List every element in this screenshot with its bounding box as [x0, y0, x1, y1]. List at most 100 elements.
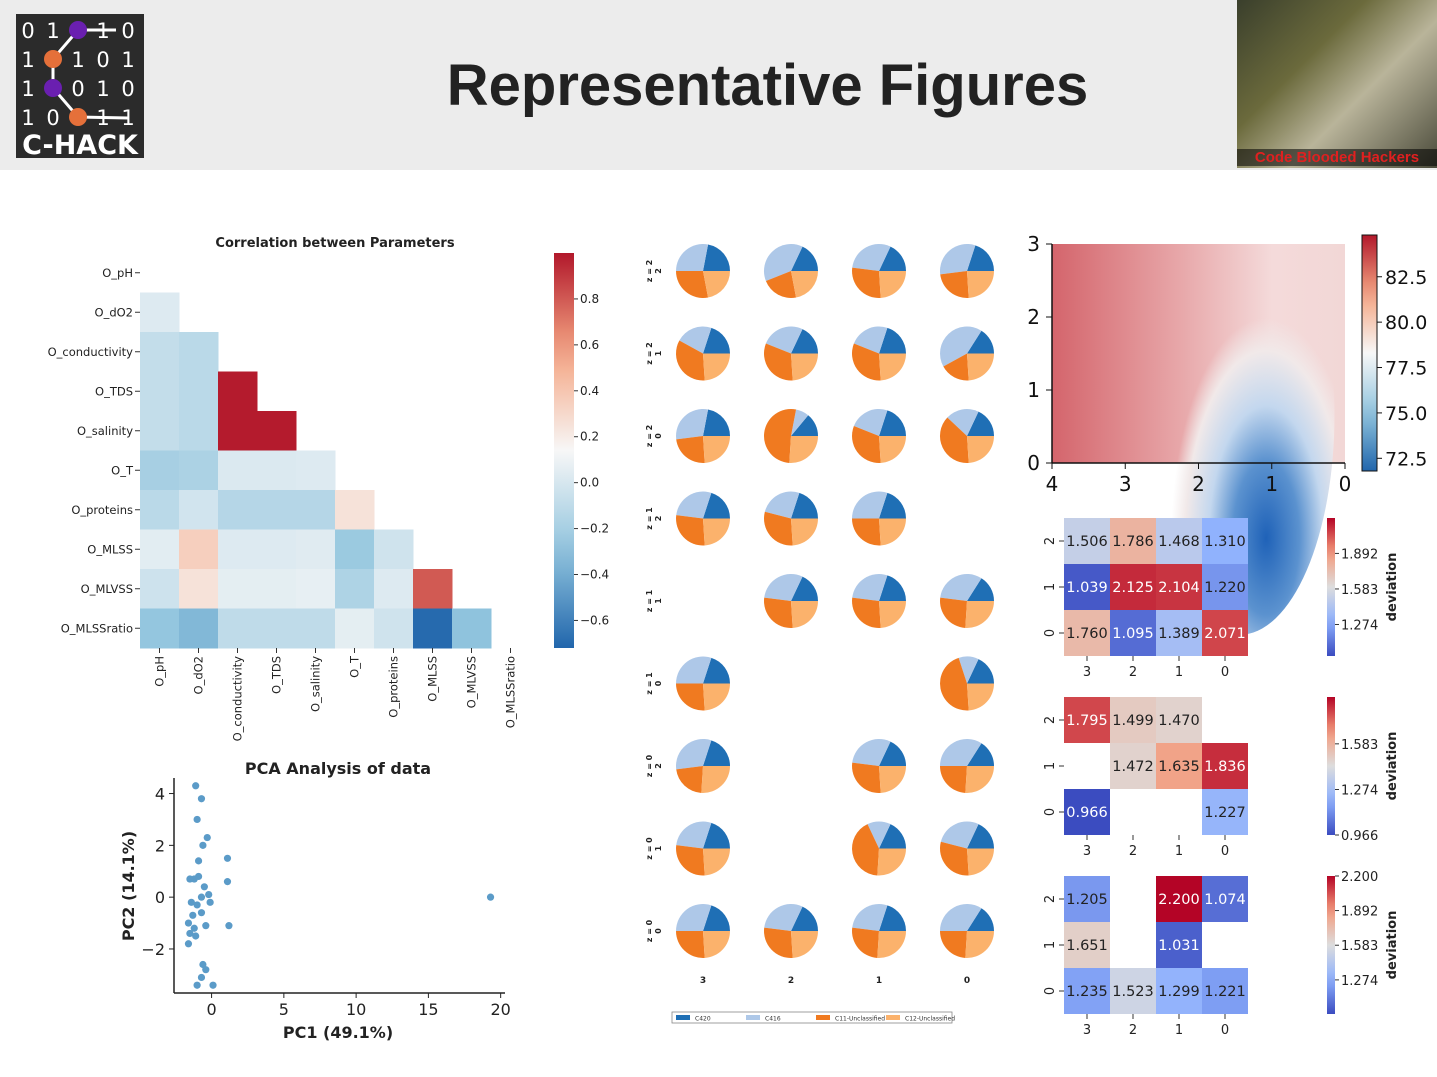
- deviation-cell: [1202, 610, 1248, 656]
- deviation-colorbar: [1327, 697, 1335, 835]
- deviation-colorbar-label: 2.200: [1341, 870, 1378, 885]
- deviation-cell-value: 0.966: [1066, 805, 1108, 821]
- pie-slice: [967, 271, 994, 298]
- corr-cell: [179, 490, 219, 530]
- pie-slice: [764, 927, 793, 958]
- deviation-cell: [1156, 876, 1202, 922]
- deviation-colorbar-label: 0.966: [1341, 829, 1378, 844]
- surface-ytick-label: 3: [1027, 232, 1040, 256]
- pca-point: [190, 924, 198, 932]
- pca-point: [225, 922, 233, 930]
- logo-bit: 1: [121, 106, 134, 130]
- surface-ytick-label: 0: [1027, 451, 1040, 475]
- pie-slice: [852, 927, 879, 958]
- pie-slice: [940, 738, 982, 766]
- surface-colorbar-label: 77.5: [1385, 358, 1427, 380]
- deviation-cell-value: 1.220: [1204, 580, 1246, 596]
- pca-point: [223, 878, 232, 886]
- pca-point: [197, 909, 206, 917]
- corr-colorbar-label: 0.0: [580, 476, 599, 490]
- corr-xtick-label: O_MLVSS: [465, 656, 479, 708]
- deviation-cell: [1202, 789, 1248, 835]
- pie-slice: [676, 340, 705, 381]
- deviation-xtick-label: 3: [1083, 844, 1091, 859]
- logo-node: [69, 108, 87, 126]
- pie-slice: [939, 657, 969, 711]
- surface-xtick-label: 1: [1265, 472, 1278, 496]
- deviation-cell-value: 1.074: [1204, 892, 1246, 908]
- pca-point: [202, 922, 210, 930]
- pie-row-label: 2: [654, 516, 663, 522]
- pie-slice: [703, 905, 730, 931]
- pie-slice: [764, 409, 797, 463]
- logo-bit: 0: [121, 19, 134, 43]
- deviation-cell-value: 1.470: [1158, 713, 1200, 729]
- deviation-cell: [1064, 789, 1110, 835]
- pca-point: [199, 960, 207, 969]
- corr-cell: [413, 608, 453, 649]
- corr-cell: [179, 411, 219, 451]
- deviation-cell-value: 1.468: [1158, 534, 1200, 550]
- deviation-cell: [1202, 743, 1248, 789]
- pie-slice: [879, 410, 906, 436]
- deviation-ytick-label: 0: [1043, 629, 1058, 637]
- corr-title: Correlation between Parameters: [215, 236, 454, 251]
- deviation-ytick-label: 2: [1043, 716, 1058, 724]
- pie-slice: [791, 601, 818, 628]
- pie-slice: [967, 848, 994, 876]
- pie-slice: [967, 245, 994, 271]
- pca-point: [190, 875, 198, 883]
- corr-xtick-label: O_TDS: [270, 656, 284, 694]
- pie-slice: [879, 518, 906, 546]
- deviation-cell-value: 1.523: [1112, 984, 1154, 1000]
- logo-bit: 1: [96, 106, 109, 130]
- corr-cell: [296, 490, 336, 530]
- pie-slice: [791, 271, 818, 298]
- pie-slice: [676, 515, 705, 546]
- surface-xtick-label: 3: [1119, 472, 1132, 496]
- pie-slice: [791, 246, 818, 271]
- pie-slice: [879, 905, 906, 931]
- deviation-xtick-label: 0: [1221, 1023, 1229, 1038]
- pie-row-label: 2: [654, 268, 663, 274]
- deviation-colorbar-label: 1.583: [1341, 738, 1378, 753]
- pie-legend: [671, 1011, 953, 1024]
- pie-row-label: 1: [654, 845, 663, 851]
- deviation-colorbar-label: 1.892: [1341, 905, 1378, 920]
- pca-point: [194, 872, 203, 881]
- pie-slice: [703, 931, 730, 958]
- pca-xtick-label: 20: [490, 1000, 510, 1019]
- deviation-cell-value: 2.125: [1112, 580, 1154, 596]
- pie-slice: [676, 683, 705, 711]
- corr-cell: [374, 529, 414, 570]
- pie-slice: [940, 271, 969, 298]
- deviation-cell-value: 1.389: [1158, 626, 1200, 642]
- corr-cell: [140, 292, 180, 333]
- corr-xtick-label: O_pH: [153, 656, 167, 687]
- surface-ytick-label: 2: [1027, 305, 1040, 329]
- pie-slice: [765, 271, 797, 298]
- pie-slice: [940, 821, 979, 849]
- surface-colorbar: [1361, 234, 1378, 472]
- pie-legend-label: C420: [695, 1016, 711, 1023]
- pca-title: PCA Analysis of data: [245, 759, 431, 778]
- pie-slice: [703, 409, 730, 436]
- pie-slice: [879, 492, 906, 519]
- pie-row-label: 1: [654, 350, 663, 356]
- corr-cell: [179, 450, 219, 491]
- corr-ytick-label: O_dO2: [95, 305, 133, 319]
- corr-cell: [257, 529, 297, 570]
- pie-row-label: z = 1: [645, 672, 654, 695]
- pie-col-label: 1: [876, 976, 882, 986]
- corr-colorbar-label: −0.6: [580, 613, 609, 627]
- pie-slice: [940, 244, 976, 275]
- corr-xtick-label: O_T: [348, 655, 362, 678]
- pie-row-label: z = 2: [645, 342, 654, 365]
- pie-col-label: 3: [700, 976, 706, 986]
- surface-xtick-label: 2: [1192, 472, 1205, 496]
- pie-row-label: 2: [654, 763, 663, 769]
- deviation-cell-value: 1.506: [1066, 534, 1108, 550]
- deviation-ytick-label: 1: [1043, 583, 1058, 591]
- deviation-ytick-label: 1: [1043, 762, 1058, 770]
- deviation-cell: [1064, 876, 1110, 922]
